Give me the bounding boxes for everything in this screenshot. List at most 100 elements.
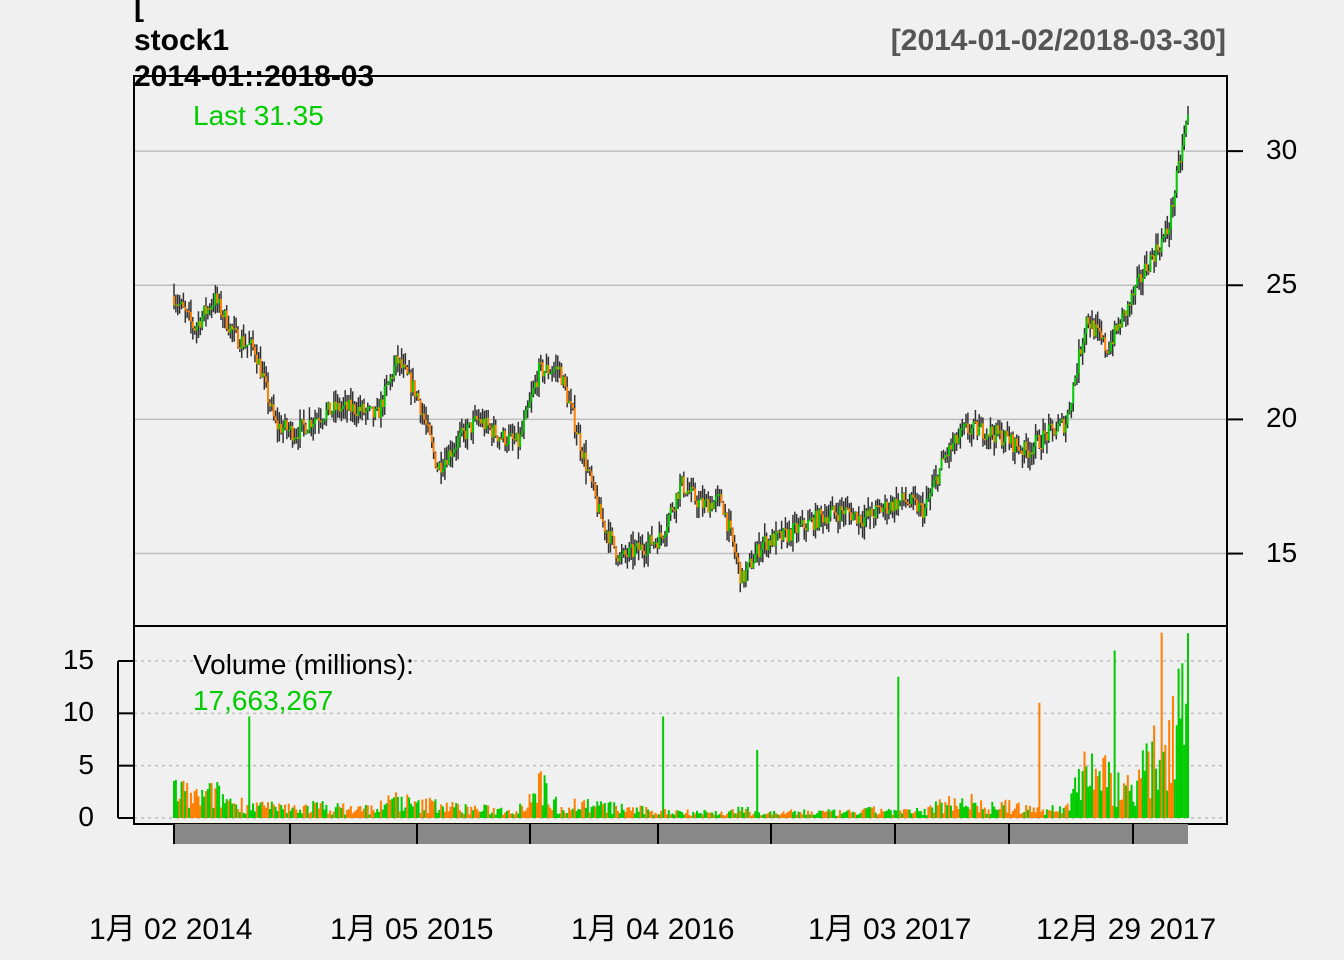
price-candle	[664, 534, 667, 538]
volume-bar	[233, 803, 236, 818]
price-candle	[983, 438, 986, 441]
volume-bar	[583, 800, 586, 818]
price-candle	[417, 392, 420, 400]
volume-bar	[633, 813, 636, 818]
price-candle	[658, 532, 661, 549]
price-candle	[588, 469, 591, 472]
price-candle	[364, 410, 367, 413]
price-candle	[267, 382, 270, 403]
price-candle	[218, 298, 221, 304]
price-candle	[1132, 293, 1135, 296]
volume-bar	[869, 806, 872, 818]
volume-bar	[861, 810, 864, 818]
volume-bar	[1096, 776, 1099, 818]
price-candle	[257, 358, 260, 365]
price-candle	[733, 542, 736, 553]
price-candle	[835, 512, 838, 516]
price-candle	[242, 336, 245, 347]
volume-bar	[628, 807, 631, 818]
price-candle	[863, 517, 866, 527]
volume-bar	[850, 812, 853, 818]
price-candle	[502, 431, 505, 439]
volume-bar	[775, 813, 778, 818]
volume-bar	[173, 780, 175, 818]
price-candle	[648, 535, 651, 544]
volume-bar	[315, 802, 318, 818]
volume-bar	[761, 814, 764, 818]
price-candle	[201, 316, 204, 328]
price-candle	[899, 500, 902, 502]
volume-bar	[637, 811, 640, 818]
price-candle	[1006, 431, 1009, 437]
price-candle	[214, 293, 217, 306]
price-candle	[758, 544, 761, 558]
price-candle	[613, 535, 616, 547]
price-candle	[618, 555, 621, 562]
price-candle	[331, 411, 334, 415]
volume-bar	[799, 812, 802, 818]
volume-bar	[885, 810, 888, 818]
volume-tick-label: 15	[62, 644, 94, 675]
volume-bar	[1072, 788, 1075, 818]
price-candle	[477, 419, 480, 421]
price-candle	[1141, 277, 1144, 283]
volume-bar	[993, 806, 996, 818]
price-candle	[778, 531, 781, 533]
volume-bar	[763, 813, 766, 818]
volume-bar	[974, 802, 977, 818]
price-candle	[795, 523, 798, 534]
volume-bar	[981, 809, 984, 818]
volume-bar	[287, 803, 290, 818]
volume-bar	[524, 810, 527, 818]
price-candle	[406, 367, 409, 374]
x-axis-band	[174, 824, 1188, 844]
volume-bar	[408, 797, 411, 818]
price-candle	[679, 482, 682, 500]
price-candle	[312, 423, 315, 428]
volume-bar	[238, 812, 241, 818]
price-candle	[906, 501, 909, 505]
price-candle	[562, 376, 565, 385]
price-candle	[583, 452, 586, 459]
volume-bar	[440, 804, 443, 818]
price-candle	[808, 519, 811, 522]
volume-bar	[1181, 663, 1184, 818]
volume-bar	[1139, 778, 1142, 818]
price-series	[173, 105, 1189, 593]
price-candle	[925, 499, 928, 508]
price-candle	[347, 399, 350, 410]
volume-bar	[517, 813, 520, 818]
price-candle	[568, 400, 571, 404]
volume-bar	[556, 813, 559, 818]
price-candle	[323, 419, 326, 422]
volume-bar	[479, 811, 482, 818]
volume-bar	[870, 808, 873, 818]
price-candle	[776, 531, 779, 533]
price-candle	[737, 557, 740, 563]
volume-bar	[677, 810, 680, 818]
volume-bar	[782, 811, 785, 818]
price-candle	[474, 415, 477, 419]
volume-bar	[178, 798, 181, 818]
volume-bar	[650, 810, 653, 818]
volume-bar	[519, 803, 522, 818]
volume-bar	[366, 805, 369, 818]
price-candle	[607, 531, 610, 544]
volume-bar	[1032, 807, 1035, 818]
price-candle	[632, 544, 635, 558]
price-candle	[797, 524, 800, 534]
volume-bar	[854, 812, 857, 818]
volume-bar	[1170, 782, 1173, 818]
price-candle	[686, 490, 689, 495]
volume-bar	[647, 809, 650, 818]
volume-bar	[889, 810, 892, 818]
price-candle	[534, 382, 537, 389]
price-candle	[803, 519, 806, 529]
price-candle	[1109, 342, 1112, 352]
price-candle	[378, 407, 381, 418]
volume-bar	[248, 716, 251, 818]
volume-bar	[383, 804, 386, 818]
volume-bar	[504, 812, 507, 818]
price-candle	[1106, 350, 1109, 354]
volume-bar	[374, 812, 377, 818]
